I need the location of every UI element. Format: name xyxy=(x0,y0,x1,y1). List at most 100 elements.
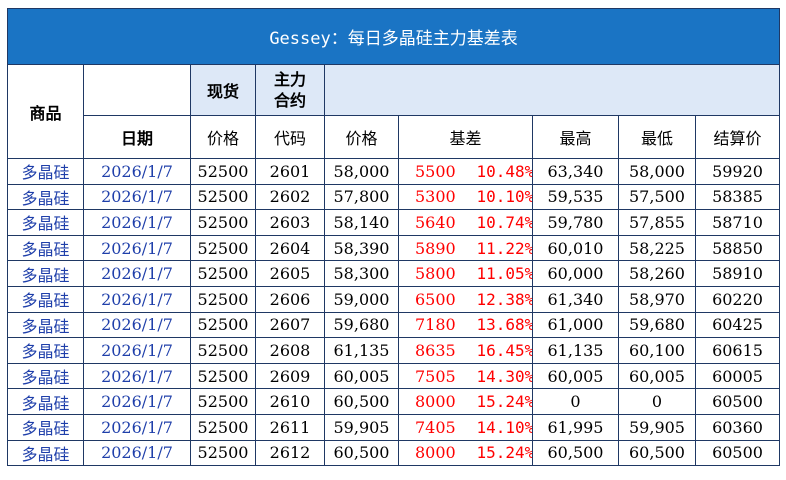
cell-basis: 6500 xyxy=(398,285,463,313)
cell-date: 2026/1/7 xyxy=(83,413,191,441)
cell-spot-price: 52500 xyxy=(190,413,256,441)
cell-contract-code: 2605 xyxy=(255,260,325,287)
cell-basis: 7180 xyxy=(398,311,463,339)
cell-product: 多晶硅 xyxy=(7,337,84,364)
cell-basis-pct: 11.22% xyxy=(462,234,533,262)
header-product: 商品 xyxy=(7,64,84,159)
cell-low: 58,000 xyxy=(618,158,696,185)
cell-futures-price: 58,390 xyxy=(324,234,399,262)
cell-product: 多晶硅 xyxy=(7,183,84,211)
table-row: 多晶硅 2026/1/7 52500 2611 59,905 7405 14.10% 61,9… xyxy=(7,413,781,441)
header-main-contract: 主力 合约 xyxy=(255,64,325,116)
cell-date: 2026/1/7 xyxy=(83,439,191,467)
cell-contract-code: 2604 xyxy=(255,234,325,262)
cell-high: 0 xyxy=(532,388,619,415)
cell-product: 多晶硅 xyxy=(7,234,84,262)
header-blank-1 xyxy=(324,64,463,116)
cell-date: 2026/1/7 xyxy=(83,285,191,313)
table-row: 多晶硅 2026/1/7 52500 2607 59,680 7180 13.68% 61,0… xyxy=(7,311,781,339)
cell-low: 0 xyxy=(618,388,696,415)
cell-contract-code: 2608 xyxy=(255,337,325,364)
header-blank-4 xyxy=(618,64,696,116)
table-body: 多晶硅 2026/1/7 52500 2601 58,000 5500 10.48% 63,3… xyxy=(7,158,781,467)
cell-high: 61,340 xyxy=(532,285,619,313)
cell-date: 2026/1/7 xyxy=(83,234,191,262)
basis-table: Gessey：每日多晶硅主力基差表 商品 现货 主力 合约 日期 价格 代码 价… xyxy=(6,8,781,467)
cell-settle: 60360 xyxy=(694,413,781,441)
cell-contract-code: 2606 xyxy=(255,285,325,313)
header-date: 日期 xyxy=(83,115,191,159)
cell-settle: 58910 xyxy=(694,260,781,287)
cell-basis: 8000 xyxy=(398,439,463,467)
cell-product: 多晶硅 xyxy=(7,260,84,287)
cell-low: 57,500 xyxy=(618,183,696,211)
cell-low: 58,970 xyxy=(618,285,696,313)
cell-low: 58,260 xyxy=(618,260,696,287)
cell-settle: 60615 xyxy=(694,337,781,364)
cell-high: 60,000 xyxy=(532,260,619,287)
cell-basis: 8635 xyxy=(398,337,463,364)
cell-low: 60,005 xyxy=(618,362,696,390)
cell-contract-code: 2609 xyxy=(255,362,325,390)
cell-product: 多晶硅 xyxy=(7,209,84,236)
cell-futures-price: 59,000 xyxy=(324,285,399,313)
cell-high: 60,500 xyxy=(532,439,619,467)
header-code: 代码 xyxy=(255,115,325,159)
header-blank-2 xyxy=(462,64,533,116)
header-futures-price: 价格 xyxy=(324,115,399,159)
header-blank-5 xyxy=(695,64,781,116)
cell-spot-price: 52500 xyxy=(190,260,256,287)
cell-futures-price: 58,000 xyxy=(324,158,399,185)
cell-spot-price: 52500 xyxy=(190,234,256,262)
cell-spot-price: 52500 xyxy=(190,388,256,415)
cell-futures-price: 61,135 xyxy=(324,337,399,364)
cell-spot-price: 52500 xyxy=(190,209,256,236)
header-settle: 结算价 xyxy=(694,115,781,159)
cell-spot-price: 52500 xyxy=(190,183,256,211)
cell-futures-price: 58,300 xyxy=(324,260,399,287)
table-row: 多晶硅 2026/1/7 52500 2609 60,005 7505 14.30% 60,0… xyxy=(7,362,781,390)
cell-product: 多晶硅 xyxy=(7,285,84,313)
cell-futures-price: 59,680 xyxy=(324,311,399,339)
cell-basis-pct: 16.45% xyxy=(462,337,533,364)
cell-spot-price: 52500 xyxy=(190,311,256,339)
cell-high: 63,340 xyxy=(532,158,619,185)
cell-basis: 7505 xyxy=(398,362,463,390)
cell-high: 59,535 xyxy=(532,183,619,211)
header-blank-3 xyxy=(532,64,619,116)
cell-spot-price: 52500 xyxy=(190,337,256,364)
table-row: 多晶硅 2026/1/7 52500 2610 60,500 8000 15.24% 0 0 60… xyxy=(7,388,781,415)
cell-settle: 60500 xyxy=(694,439,781,467)
cell-low: 57,855 xyxy=(618,209,696,236)
cell-low: 59,680 xyxy=(618,311,696,339)
header-spot-price: 价格 xyxy=(190,115,256,159)
table-row: 多晶硅 2026/1/7 52500 2603 58,140 5640 10.74% 59,7… xyxy=(7,209,781,236)
cell-basis: 8000 xyxy=(398,388,463,415)
cell-spot-price: 52500 xyxy=(190,285,256,313)
cell-low: 58,225 xyxy=(618,234,696,262)
cell-basis-pct: 13.68% xyxy=(462,311,533,339)
cell-date: 2026/1/7 xyxy=(83,158,191,185)
cell-contract-code: 2610 xyxy=(255,388,325,415)
table-row: 多晶硅 2026/1/7 52500 2601 58,000 5500 10.48% 63,3… xyxy=(7,158,781,185)
cell-low: 60,500 xyxy=(618,439,696,467)
cell-basis: 5890 xyxy=(398,234,463,262)
cell-date: 2026/1/7 xyxy=(83,362,191,390)
cell-settle: 58385 xyxy=(694,183,781,211)
cell-date: 2026/1/7 xyxy=(83,388,191,415)
table-row: 多晶硅 2026/1/7 52500 2608 61,135 8635 16.45% 61,1… xyxy=(7,337,781,364)
cell-contract-code: 2612 xyxy=(255,439,325,467)
cell-basis-pct: 10.74% xyxy=(462,209,533,236)
cell-date: 2026/1/7 xyxy=(83,260,191,287)
cell-product: 多晶硅 xyxy=(7,158,84,185)
cell-settle: 59920 xyxy=(694,158,781,185)
cell-basis-pct: 15.24% xyxy=(462,388,533,415)
table-row: 多晶硅 2026/1/7 52500 2612 60,500 8000 15.24% 60,5… xyxy=(7,439,781,467)
table-row: 多晶硅 2026/1/7 52500 2605 58,300 5800 11.05% 60,0… xyxy=(7,260,781,287)
cell-basis-pct: 15.24% xyxy=(462,439,533,467)
cell-basis: 7405 xyxy=(398,413,463,441)
header-empty-date-top xyxy=(83,64,191,116)
cell-futures-price: 60,500 xyxy=(324,439,399,467)
header-low: 最低 xyxy=(618,115,696,159)
